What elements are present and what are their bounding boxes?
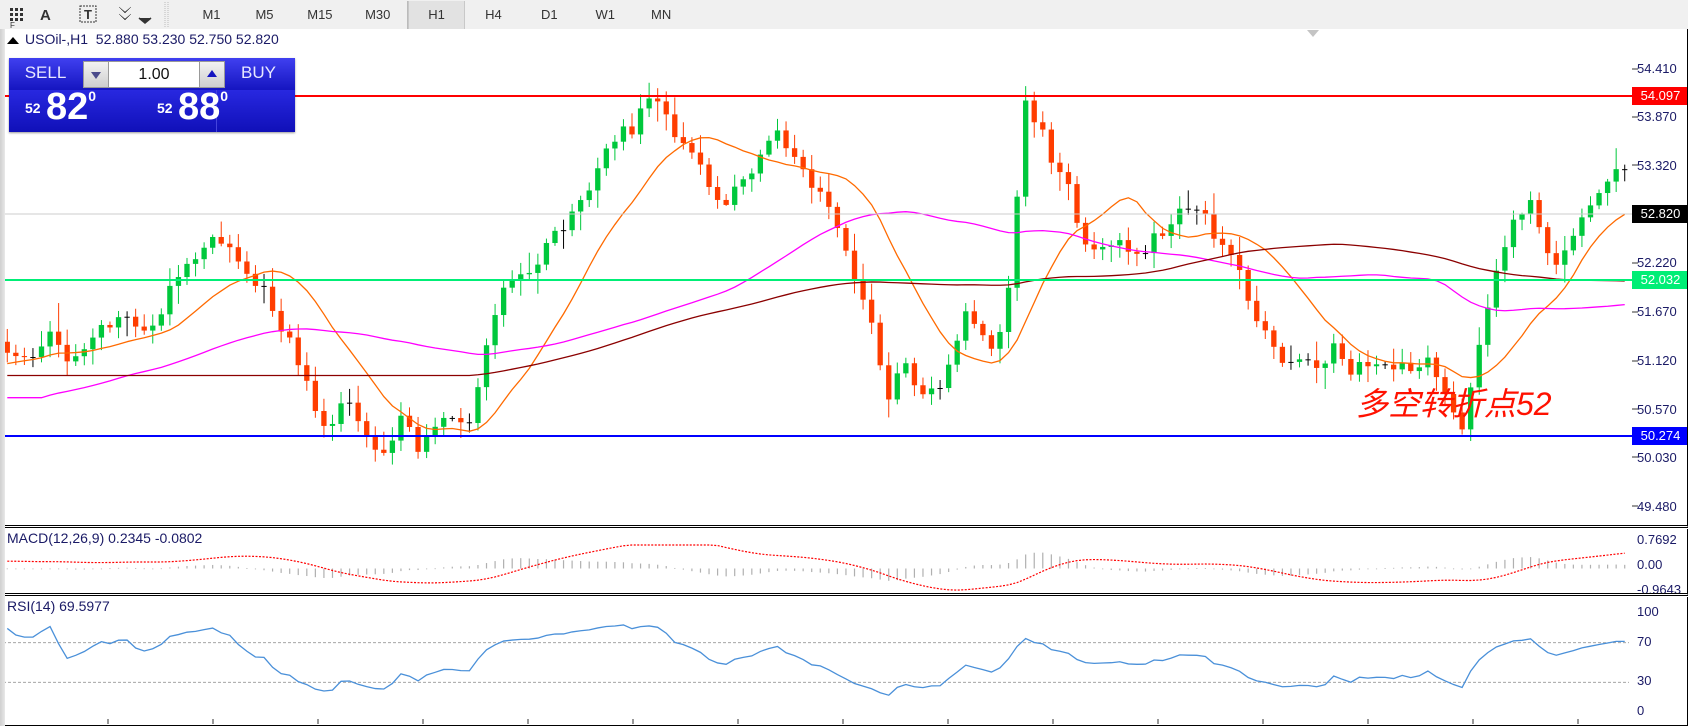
- svg-text:54.410: 54.410: [1637, 61, 1677, 76]
- svg-text:53.320: 53.320: [1637, 158, 1677, 173]
- svg-text:51.120: 51.120: [1637, 353, 1677, 368]
- svg-text:F: F: [10, 21, 15, 29]
- svg-text:51.670: 51.670: [1637, 304, 1677, 319]
- svg-text:A: A: [40, 7, 51, 24]
- svg-text:49.480: 49.480: [1637, 499, 1677, 514]
- svg-text:T: T: [84, 7, 92, 22]
- svg-text:52.220: 52.220: [1637, 255, 1677, 270]
- svg-text:50.030: 50.030: [1637, 450, 1677, 465]
- svg-text:53.870: 53.870: [1637, 109, 1677, 124]
- svg-text:50.570: 50.570: [1637, 402, 1677, 417]
